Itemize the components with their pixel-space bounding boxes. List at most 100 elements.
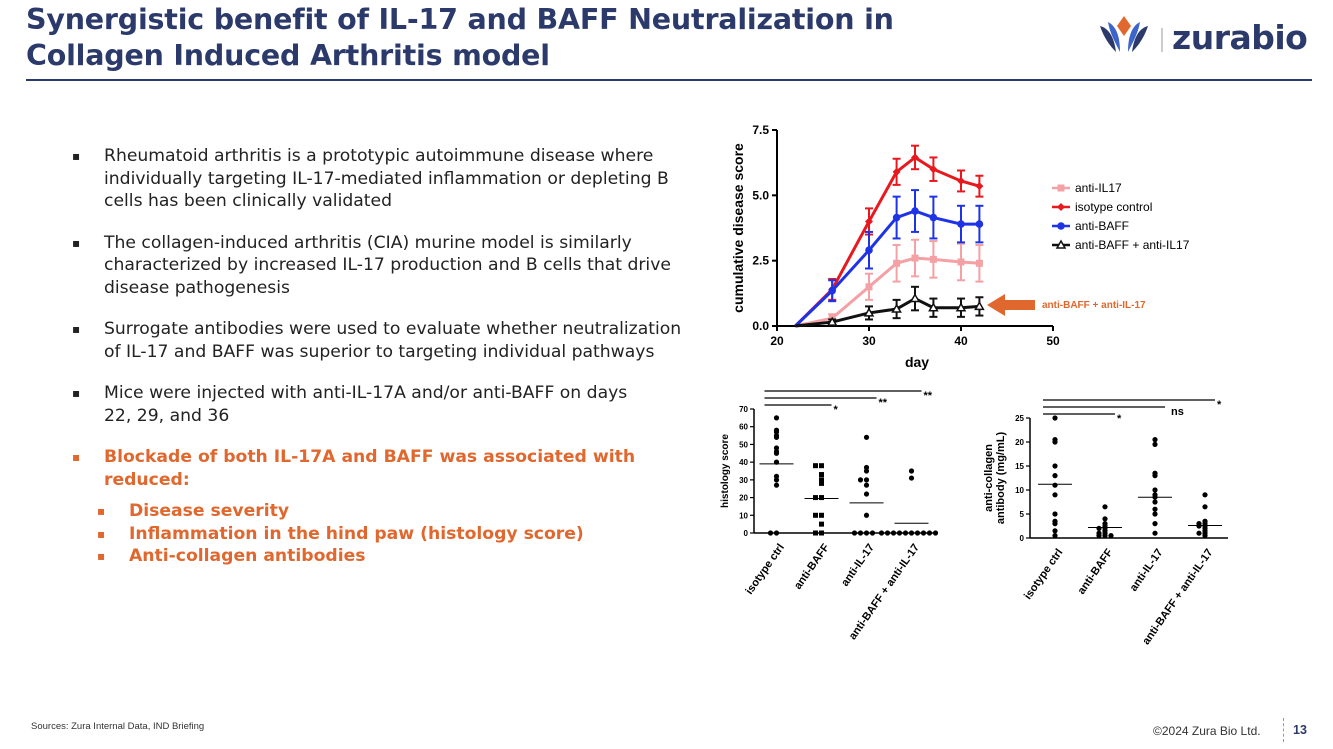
- series-anti-baff-anti-il17: [795, 285, 985, 328]
- data-point: [857, 530, 864, 536]
- sub-bullet: ▪ Inflammation in the hind paw (histology…: [72, 523, 692, 546]
- data-point: [1202, 504, 1208, 510]
- data-point: [1052, 473, 1058, 479]
- data-point: [863, 491, 870, 497]
- data-point: [1152, 530, 1158, 536]
- data-point: [1102, 504, 1108, 510]
- data-point: [975, 182, 984, 191]
- data-point: [813, 463, 818, 469]
- title-line-2: Collagen Induced Arthritis model: [26, 39, 550, 72]
- data-point: [932, 530, 939, 536]
- data-point: [1202, 533, 1208, 539]
- data-point: [893, 259, 901, 267]
- annotation: anti-BAFF + anti-IL-17: [987, 294, 1146, 316]
- y-tick-label: 40: [739, 458, 748, 467]
- data-point: [819, 512, 824, 518]
- data-point: [819, 477, 824, 483]
- series-anti-il17: [795, 238, 984, 328]
- data-point: [1052, 463, 1058, 469]
- data-point: [819, 495, 824, 501]
- significance-label: ns: [1171, 406, 1184, 418]
- group-0: [1038, 415, 1072, 539]
- data-point: [911, 153, 919, 162]
- data-point: [929, 165, 938, 174]
- data-point: [1052, 492, 1058, 498]
- bullet-item: ▪ Surrogate antibodies were used to evalu…: [72, 318, 692, 363]
- highlight-bullet: ▪ Blockade of both IL-17A and BAFF was as…: [72, 446, 692, 491]
- group-3: [878, 468, 939, 536]
- data-point: [911, 207, 919, 215]
- data-point: [857, 477, 864, 483]
- title-divider: [26, 79, 1312, 81]
- category-label: anti-IL-17: [839, 542, 877, 589]
- data-point: [896, 530, 903, 536]
- data-point: [1152, 473, 1158, 479]
- y-tick-label: 50: [739, 440, 748, 449]
- legend-swatch-marker: [1057, 222, 1065, 230]
- data-point: [773, 450, 780, 456]
- y-tick-label: 5: [1020, 510, 1025, 519]
- data-point: [1152, 441, 1158, 447]
- data-point: [975, 259, 983, 267]
- logo-wordmark: zurabio: [1172, 18, 1308, 57]
- data-point: [865, 246, 873, 255]
- bullet-text: The collagen-induced arthritis (CIA) mur…: [104, 232, 671, 298]
- data-point: [826, 316, 838, 326]
- data-point: [1152, 511, 1158, 517]
- data-point: [863, 468, 870, 474]
- data-point: [813, 512, 818, 518]
- page-number-divider: [1283, 718, 1285, 742]
- data-point: [926, 530, 933, 536]
- data-point: [828, 286, 836, 295]
- data-point: [813, 495, 818, 501]
- group-1: [804, 463, 839, 536]
- title-line-1: Synergistic benefit of IL-17 and BAFF Ne…: [26, 3, 894, 36]
- data-point: [863, 512, 870, 518]
- sub-bullet-text: Inflammation in the hind paw (histology …: [129, 523, 584, 544]
- annotation-label: anti-BAFF + anti-IL-17: [1042, 300, 1146, 311]
- x-axis-label: day: [905, 354, 929, 370]
- sub-bullet-text: Anti-collagen antibodies: [129, 546, 366, 566]
- series-isotype-control: [794, 144, 984, 328]
- group-2: [1138, 437, 1172, 536]
- legend-label: anti-BAFF: [1075, 219, 1129, 233]
- group-3: [1188, 492, 1222, 539]
- legend-swatch-marker: [1055, 239, 1067, 249]
- data-point: [914, 530, 921, 536]
- bullet-list: ▪ Rheumatoid arthritis is a prototypic au…: [72, 145, 692, 568]
- legend-label: isotype control: [1075, 200, 1152, 214]
- y-tick-label: 7.5: [752, 123, 769, 137]
- data-point: [773, 415, 780, 421]
- data-point: [773, 477, 780, 483]
- data-point: [1102, 533, 1108, 539]
- category-label: anti-BAFF: [1075, 547, 1115, 597]
- legend-swatch-marker: [1057, 184, 1065, 192]
- sub-bullet: ▪ Disease severity: [72, 500, 692, 523]
- data-point: [1108, 533, 1114, 539]
- data-point: [767, 530, 774, 536]
- significance-label: **: [924, 390, 933, 402]
- data-point: [902, 530, 909, 536]
- data-point: [1152, 437, 1158, 443]
- y-tick-label: 2.5: [752, 254, 769, 268]
- significance-label: **: [879, 397, 888, 409]
- y-tick-label: 25: [1015, 414, 1024, 423]
- data-point: [1152, 499, 1158, 505]
- data-point: [1096, 525, 1102, 531]
- data-point: [1052, 439, 1058, 445]
- data-point: [1152, 487, 1158, 493]
- data-point: [1052, 511, 1058, 517]
- series-line: [794, 209, 980, 328]
- data-point: [892, 213, 901, 222]
- y-axis-label-line: antibody (mg/mL): [995, 432, 1007, 525]
- data-point: [920, 530, 927, 536]
- y-tick-label: 30: [739, 476, 748, 485]
- data-point: [773, 530, 780, 536]
- data-point: [1052, 482, 1058, 488]
- series-line: [794, 155, 980, 328]
- bullet-marker: ▪: [72, 386, 81, 400]
- data-point: [863, 434, 870, 440]
- data-point: [865, 283, 873, 291]
- data-point: [1052, 415, 1058, 421]
- data-point: [1152, 521, 1158, 527]
